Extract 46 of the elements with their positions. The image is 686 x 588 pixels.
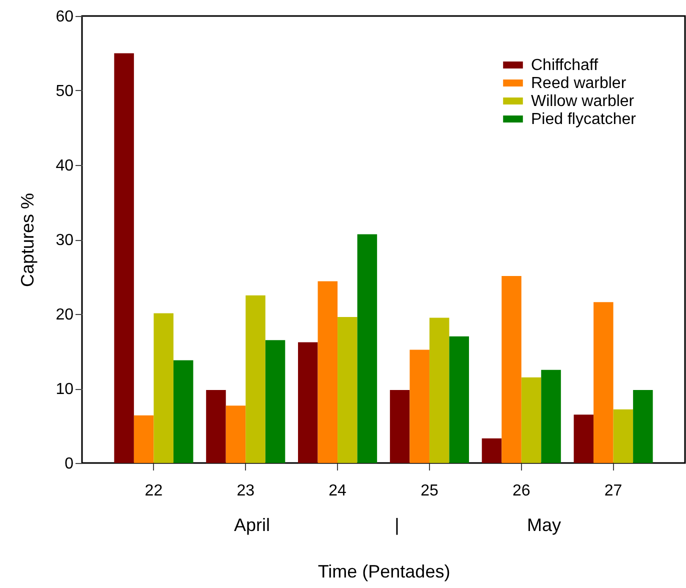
legend-label: Willow warbler: [531, 93, 635, 110]
bar: [633, 390, 653, 463]
text: |: [394, 515, 400, 536]
y-tick-label: 0: [64, 456, 74, 472]
x-tick-label: 25: [420, 482, 438, 500]
x-tick-label: 27: [604, 482, 622, 500]
bar: [173, 360, 194, 463]
bar: [613, 409, 634, 463]
x-tick-label: 24: [328, 482, 347, 500]
bar: [154, 313, 174, 463]
bar: [246, 295, 266, 463]
bar: [502, 276, 522, 463]
bar: [357, 234, 378, 463]
y-axis-title: Captures %: [18, 192, 38, 288]
y-tick-label: 30: [56, 232, 74, 249]
y-tick-label: 10: [56, 381, 74, 398]
bar: [410, 350, 430, 463]
legend-label: Chiffchaff: [531, 57, 599, 74]
bar: [298, 342, 318, 463]
y-tick-label: 20: [56, 306, 74, 324]
bar: [594, 302, 614, 463]
bar: [521, 377, 542, 463]
bar: [134, 415, 154, 463]
bar: [114, 53, 134, 463]
x-axis-title: Time (Pentades): [318, 562, 450, 582]
bar: [429, 318, 450, 463]
y-tick-label: 40: [56, 158, 74, 174]
bar: [574, 414, 594, 463]
bar: [206, 390, 226, 463]
y-tick-label: 50: [56, 83, 74, 100]
text: May: [526, 515, 562, 536]
bar: [482, 438, 502, 463]
bar: [265, 340, 286, 463]
x-tick-label: 22: [144, 482, 163, 500]
bar: [338, 316, 358, 463]
x-tick-label: 23: [236, 482, 255, 500]
bar: [226, 406, 246, 463]
bar: [318, 281, 338, 463]
legend-label: Reed warbler: [531, 75, 627, 92]
text: April: [234, 515, 270, 536]
bar: [541, 370, 561, 463]
legend-label: Pied flycatcher: [531, 111, 637, 128]
y-tick-label: 60: [56, 8, 74, 26]
bar: [449, 336, 469, 463]
x-tick-label: 26: [512, 482, 530, 500]
bar: [390, 390, 410, 463]
